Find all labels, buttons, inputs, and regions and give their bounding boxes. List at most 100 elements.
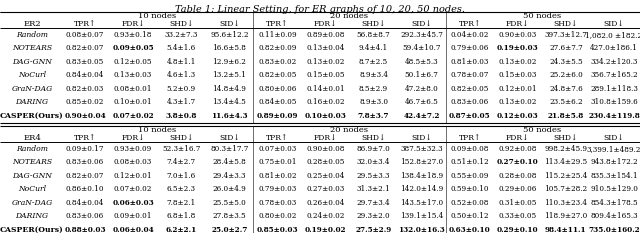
Text: 25.5±5.0: 25.5±5.0 [212, 199, 246, 207]
Text: 7.8±2.1: 7.8±2.1 [166, 199, 196, 207]
Text: 0.25±0.04: 0.25±0.04 [307, 172, 345, 180]
Text: 29.3±2.0: 29.3±2.0 [356, 212, 390, 220]
Text: 0.84±0.04: 0.84±0.04 [66, 71, 104, 79]
Text: 47.2±8.0: 47.2±8.0 [404, 85, 438, 93]
Text: 12.9±6.2: 12.9±6.2 [212, 58, 246, 66]
Text: 20 nodes: 20 nodes [330, 11, 369, 20]
Text: ER4: ER4 [23, 134, 41, 142]
Text: 0.83±0.06: 0.83±0.06 [66, 212, 104, 220]
Text: 10 nodes: 10 nodes [138, 11, 176, 20]
Text: 0.26±0.04: 0.26±0.04 [307, 199, 345, 207]
Text: 0.59±0.10: 0.59±0.10 [451, 185, 489, 193]
Text: 0.83±0.05: 0.83±0.05 [66, 58, 104, 66]
Text: 5.2±0.9: 5.2±0.9 [166, 85, 196, 93]
Text: 11.6±4.3: 11.6±4.3 [211, 112, 248, 120]
Text: 20 nodes: 20 nodes [330, 126, 369, 134]
Text: 42.4±7.2: 42.4±7.2 [403, 112, 440, 120]
Text: 4.8±1.1: 4.8±1.1 [166, 58, 196, 66]
Text: 387.5±32.3: 387.5±32.3 [400, 145, 443, 153]
Text: GraN-DAG: GraN-DAG [12, 85, 52, 93]
Text: 0.29±0.10: 0.29±0.10 [497, 226, 539, 233]
Text: 48.5±5.3: 48.5±5.3 [405, 58, 438, 66]
Text: FDR↓: FDR↓ [314, 134, 337, 142]
Text: 835.3±154.1: 835.3±154.1 [590, 172, 638, 180]
Text: 0.81±0.02: 0.81±0.02 [258, 172, 296, 180]
Text: 0.78±0.03: 0.78±0.03 [259, 199, 296, 207]
Text: 0.13±0.02: 0.13±0.02 [499, 58, 537, 66]
Text: 0.81±0.03: 0.81±0.03 [451, 58, 489, 66]
Text: 0.16±0.02: 0.16±0.02 [306, 98, 345, 106]
Text: 110.3±23.4: 110.3±23.4 [545, 199, 588, 207]
Text: 0.19±0.02: 0.19±0.02 [305, 226, 346, 233]
Text: 25.0±2.7: 25.0±2.7 [211, 226, 248, 233]
Text: TPR↑: TPR↑ [266, 20, 289, 28]
Text: 152.8±27.0: 152.8±27.0 [400, 158, 443, 166]
Text: 50.1±6.7: 50.1±6.7 [404, 71, 438, 79]
Text: FDR↓: FDR↓ [314, 20, 337, 28]
Text: 0.90±0.03: 0.90±0.03 [499, 31, 537, 39]
Text: 0.90±0.04: 0.90±0.04 [64, 112, 106, 120]
Text: SID↓: SID↓ [219, 134, 239, 142]
Text: 113.4±29.5: 113.4±29.5 [544, 158, 588, 166]
Text: 0.27±0.03: 0.27±0.03 [307, 185, 344, 193]
Text: SID↓: SID↓ [412, 134, 432, 142]
Text: 334.2±120.3: 334.2±120.3 [590, 58, 637, 66]
Text: 0.12±0.01: 0.12±0.01 [499, 85, 537, 93]
Text: 0.09±0.05: 0.09±0.05 [112, 44, 154, 52]
Text: 27.6±7.7: 27.6±7.7 [549, 44, 583, 52]
Text: 0.80±0.02: 0.80±0.02 [258, 212, 296, 220]
Text: 0.90±0.08: 0.90±0.08 [307, 145, 345, 153]
Text: 105.7±28.2: 105.7±28.2 [544, 185, 588, 193]
Text: FDR↓: FDR↓ [122, 134, 145, 142]
Text: 139.1±15.4: 139.1±15.4 [400, 212, 444, 220]
Text: 46.7±6.5: 46.7±6.5 [404, 98, 438, 106]
Text: 50 nodes: 50 nodes [523, 11, 561, 20]
Text: 9.4±4.1: 9.4±4.1 [359, 44, 388, 52]
Text: 0.31±0.05: 0.31±0.05 [499, 199, 537, 207]
Text: 13.2±5.1: 13.2±5.1 [212, 71, 246, 79]
Text: 0.89±0.09: 0.89±0.09 [257, 112, 298, 120]
Text: 0.07±0.02: 0.07±0.02 [112, 112, 154, 120]
Text: 118.9±27.0: 118.9±27.0 [544, 212, 588, 220]
Text: 50 nodes: 50 nodes [523, 126, 561, 134]
Text: 0.06±0.04: 0.06±0.04 [112, 226, 154, 233]
Text: 25.2±6.0: 25.2±6.0 [549, 71, 583, 79]
Text: 8.5±2.9: 8.5±2.9 [359, 85, 388, 93]
Text: 0.83±0.02: 0.83±0.02 [259, 58, 296, 66]
Text: 13.4±4.5: 13.4±4.5 [212, 98, 246, 106]
Text: 142.0±14.9: 142.0±14.9 [400, 185, 444, 193]
Text: 0.28±0.05: 0.28±0.05 [307, 158, 345, 166]
Text: Random: Random [16, 145, 48, 153]
Text: 854.3±178.5: 854.3±178.5 [590, 199, 638, 207]
Text: GraN-DAG: GraN-DAG [12, 199, 52, 207]
Text: NOTEARS: NOTEARS [12, 158, 52, 166]
Text: 0.13±0.04: 0.13±0.04 [307, 44, 345, 52]
Text: 0.85±0.02: 0.85±0.02 [66, 98, 104, 106]
Text: 0.52±0.08: 0.52±0.08 [451, 199, 489, 207]
Text: 8.7±2.5: 8.7±2.5 [359, 58, 388, 66]
Text: CASPER(Ours): CASPER(Ours) [0, 112, 64, 120]
Text: 7.0±1.6: 7.0±1.6 [166, 172, 196, 180]
Text: 809.4±165.3: 809.4±165.3 [590, 212, 638, 220]
Text: 0.08±0.03: 0.08±0.03 [114, 158, 152, 166]
Text: 56.8±8.7: 56.8±8.7 [356, 31, 390, 39]
Text: 23.5±6.2: 23.5±6.2 [549, 98, 582, 106]
Text: 0.08±0.07: 0.08±0.07 [66, 31, 104, 39]
Text: 0.09±0.17: 0.09±0.17 [66, 145, 104, 153]
Text: TPR↑: TPR↑ [266, 134, 289, 142]
Text: 27.5±2.9: 27.5±2.9 [355, 226, 392, 233]
Text: FDR↓: FDR↓ [506, 134, 529, 142]
Text: ER2: ER2 [23, 20, 41, 28]
Text: 0.88±0.03: 0.88±0.03 [64, 226, 106, 233]
Text: 0.13±0.02: 0.13±0.02 [499, 98, 537, 106]
Text: 115.2±25.4: 115.2±25.4 [544, 172, 588, 180]
Text: SHD↓: SHD↓ [554, 20, 578, 28]
Text: 3,399.1±489.2: 3,399.1±489.2 [587, 145, 640, 153]
Text: 0.82±0.05: 0.82±0.05 [451, 85, 489, 93]
Text: 7.4±2.7: 7.4±2.7 [166, 158, 196, 166]
Text: 28.4±5.8: 28.4±5.8 [212, 158, 246, 166]
Text: 29.5±3.3: 29.5±3.3 [356, 172, 390, 180]
Text: 0.07±0.03: 0.07±0.03 [259, 145, 296, 153]
Text: 0.82±0.09: 0.82±0.09 [258, 44, 296, 52]
Text: 132.0±16.3: 132.0±16.3 [398, 226, 445, 233]
